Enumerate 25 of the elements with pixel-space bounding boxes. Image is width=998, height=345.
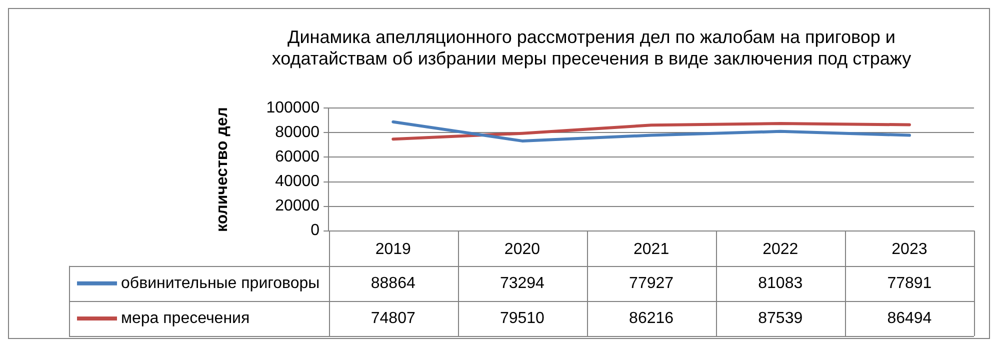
y-tick-label: 40000 — [275, 173, 320, 190]
data-label: 77927 — [629, 274, 674, 292]
y-tick-label: 80000 — [275, 124, 320, 142]
data-label: 86216 — [629, 310, 674, 327]
chart-title: Динамика апелляционного рассмотрения дел по жалобам на приговор и ходатайствам об избрании меры пресечения в виде заключения под стражу — [272, 26, 912, 68]
x-tick-label: 2019 — [375, 240, 412, 258]
data-label: 86494 — [887, 310, 932, 327]
legend-label: мера пресечения — [121, 310, 250, 327]
x-tick-label: 2022 — [762, 240, 798, 258]
y-tick-label: 0 — [310, 222, 320, 240]
x-tick-label: 2021 — [634, 240, 670, 258]
y-tick-label: 60000 — [275, 148, 320, 166]
data-label: 73294 — [500, 274, 545, 292]
data-label: 88864 — [370, 274, 416, 292]
data-label: 79510 — [500, 310, 545, 327]
data-label: 77891 — [887, 274, 932, 292]
y-tick-label: 100000 — [266, 100, 320, 117]
y-axis-title: количество дел — [214, 107, 232, 232]
x-tick-label: 2020 — [504, 240, 540, 258]
data-label: 74807 — [370, 310, 416, 327]
data-label: 87539 — [758, 310, 803, 327]
data-label: 81083 — [758, 274, 803, 292]
x-tick-label: 2023 — [892, 240, 928, 258]
y-tick-label: 20000 — [275, 198, 320, 215]
legend-label: обвинительные приговоры — [121, 274, 320, 292]
